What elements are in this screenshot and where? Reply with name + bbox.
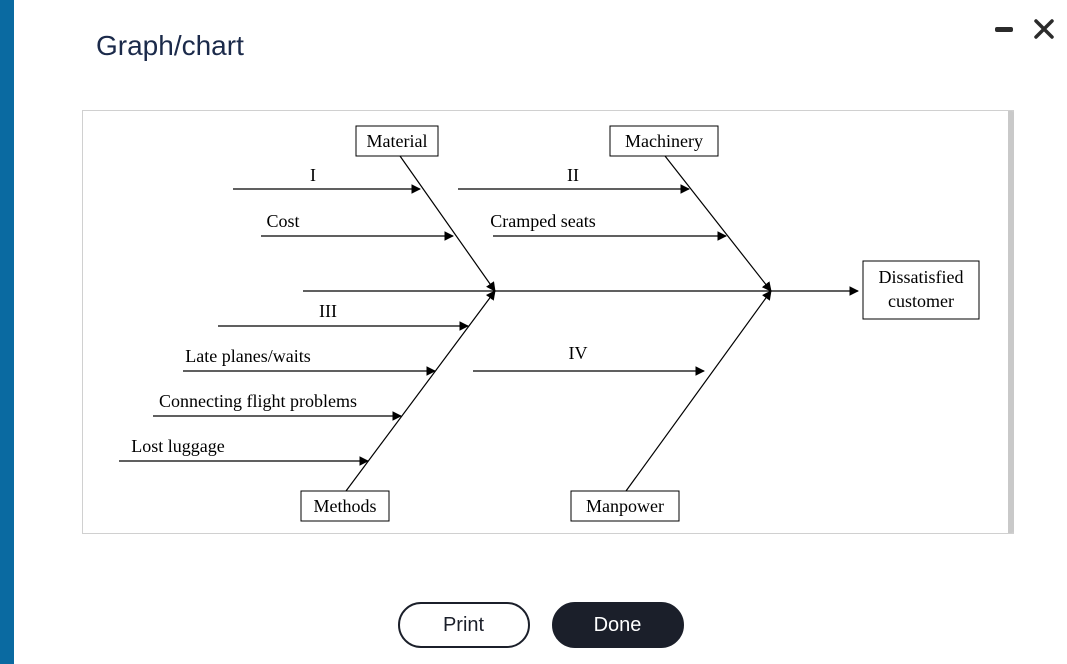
category-label-methods: Methods [314, 496, 377, 516]
done-button[interactable]: Done [552, 602, 684, 648]
cause-label-methods-3: Lost luggage [131, 436, 224, 456]
cause-label-material-1: Cost [266, 211, 299, 231]
bone-machinery [665, 156, 771, 291]
sidebar-strip [0, 0, 14, 664]
cause-label-methods-1: Late planes/waits [185, 346, 310, 366]
done-button-label: Done [594, 614, 642, 637]
minimize-icon[interactable] [993, 18, 1015, 40]
category-label-manpower: Manpower [586, 496, 664, 516]
category-label-material: Material [367, 131, 428, 151]
diagram-frame: Dissatisfied customer Material I Cost Machine… [82, 110, 1014, 534]
cause-label-machinery-0: II [567, 165, 579, 185]
window-controls [993, 18, 1055, 40]
cause-label-machinery-1: Cramped seats [490, 211, 595, 231]
print-button-label: Print [443, 614, 484, 637]
button-row: Print Done [14, 602, 1067, 648]
effect-label: Dissatisfied [879, 267, 964, 287]
print-button[interactable]: Print [398, 602, 530, 648]
bone-material [400, 156, 495, 291]
modal-title: Graph/chart [96, 30, 244, 62]
cause-label-methods-2: Connecting flight problems [159, 391, 357, 411]
modal: Graph/chart Dissatisfied customer Material… [14, 0, 1067, 664]
bone-methods [346, 291, 495, 491]
fishbone-diagram: Dissatisfied customer Material I Cost Machine… [83, 111, 1013, 533]
scrollbar-track[interactable] [1008, 111, 1014, 533]
close-icon[interactable] [1033, 18, 1055, 40]
bone-manpower [626, 291, 771, 491]
cause-label-material-0: I [310, 165, 316, 185]
cause-label-methods-0: III [319, 301, 337, 321]
effect-label: customer [888, 291, 954, 311]
category-label-machinery: Machinery [625, 131, 703, 151]
cause-label-manpower-0: IV [569, 343, 588, 363]
